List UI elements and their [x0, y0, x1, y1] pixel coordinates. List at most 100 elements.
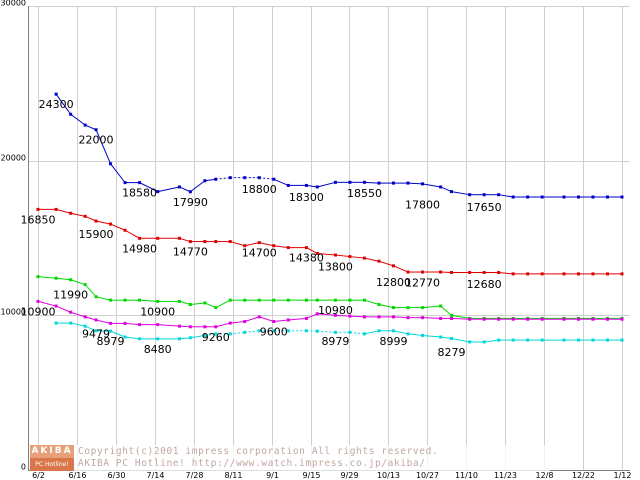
data-point: [214, 240, 218, 244]
x-tick-label: 12/22: [572, 471, 595, 480]
logo-top-text: AKIBA: [30, 445, 74, 458]
data-point: [348, 330, 352, 334]
series-segment: [190, 334, 205, 339]
series-segment: [179, 325, 191, 328]
data-point: [36, 275, 40, 279]
series-segment: [70, 113, 86, 126]
series-segment: [273, 319, 289, 323]
data-point: [406, 332, 410, 336]
x-tick-label: 11/23: [494, 471, 517, 480]
data-point: [511, 338, 515, 342]
series-segment: [215, 299, 231, 309]
data-point: [497, 270, 501, 274]
data-point: [511, 195, 515, 199]
series-segment: [84, 284, 97, 298]
data-point: [391, 329, 395, 333]
data-point: [406, 270, 410, 274]
data-point: [138, 298, 142, 302]
data-point: [511, 317, 515, 321]
data-label: 12770: [405, 276, 440, 289]
data-point: [243, 176, 247, 180]
data-label: 24300: [39, 98, 74, 111]
data-label: 10900: [140, 305, 175, 318]
data-point: [286, 298, 290, 302]
series-segment: [139, 182, 158, 193]
data-point: [315, 298, 319, 302]
series-segment: [364, 181, 379, 184]
data-label: 18550: [347, 187, 382, 200]
data-point: [83, 283, 87, 287]
series-segment: [230, 331, 245, 335]
data-point: [468, 193, 472, 197]
series-segment: [95, 296, 111, 301]
series-segment: [157, 324, 180, 327]
data-point: [562, 317, 566, 321]
y-tick-label: 10000: [1, 308, 26, 317]
data-point: [54, 304, 58, 308]
data-point: [439, 335, 443, 339]
data-point: [228, 176, 232, 180]
data-label: 14700: [242, 247, 277, 260]
series-segment: [139, 299, 158, 302]
data-label: 8979: [97, 335, 125, 348]
series-segment: [306, 184, 318, 188]
data-label: 9260: [202, 331, 230, 344]
data-point: [69, 112, 73, 116]
series-segment: [440, 336, 452, 340]
data-point: [591, 272, 595, 276]
data-point: [562, 195, 566, 199]
data-point: [526, 195, 530, 199]
data-point: [591, 195, 595, 199]
data-point: [188, 336, 192, 340]
data-label: 18580: [122, 187, 157, 200]
series-segment: [259, 177, 274, 180]
data-point: [203, 179, 207, 183]
x-tick-label: 11/10: [455, 471, 478, 480]
data-point: [420, 270, 424, 274]
data-point: [94, 295, 98, 299]
data-point: [123, 298, 127, 302]
data-point: [83, 315, 87, 319]
series-segment: [349, 256, 365, 259]
series-segment: [498, 194, 514, 198]
data-point: [69, 310, 73, 314]
site-url-line: AKIBA PC Hotline! http://www.watch.impre…: [78, 458, 426, 469]
series-segment: [288, 317, 307, 321]
data-point: [377, 259, 381, 263]
data-point: [362, 315, 366, 319]
data-label: 18800: [242, 183, 277, 196]
data-label: 11990: [53, 289, 88, 302]
x-tick-label: 1/12: [614, 471, 632, 480]
series-segment: [190, 302, 205, 306]
data-point: [257, 298, 261, 302]
data-point: [272, 244, 276, 248]
data-point: [304, 246, 308, 250]
data-label: 9479: [82, 327, 110, 340]
data-point: [315, 312, 319, 316]
series-segment: [95, 319, 111, 324]
data-point: [203, 333, 207, 337]
data-point: [540, 272, 544, 276]
data-point: [333, 298, 337, 302]
series-segment: [317, 181, 336, 188]
data-point: [540, 338, 544, 342]
series-segment: [407, 182, 423, 185]
data-point: [406, 306, 410, 310]
data-point: [156, 337, 160, 341]
x-tick-label: 8/11: [225, 471, 243, 480]
data-point: [450, 316, 454, 320]
data-point: [228, 332, 232, 336]
series-segment: [95, 129, 112, 164]
data-point: [54, 207, 58, 211]
series-segment: [230, 321, 245, 324]
data-point: [468, 270, 472, 274]
data-point: [333, 330, 337, 334]
data-point: [315, 251, 319, 255]
data-point: [272, 298, 276, 302]
data-point: [468, 317, 472, 321]
series-segment: [124, 229, 140, 239]
series-segment: [215, 322, 231, 328]
data-point: [620, 338, 624, 342]
data-point: [348, 180, 352, 184]
series-segment: [422, 305, 441, 309]
